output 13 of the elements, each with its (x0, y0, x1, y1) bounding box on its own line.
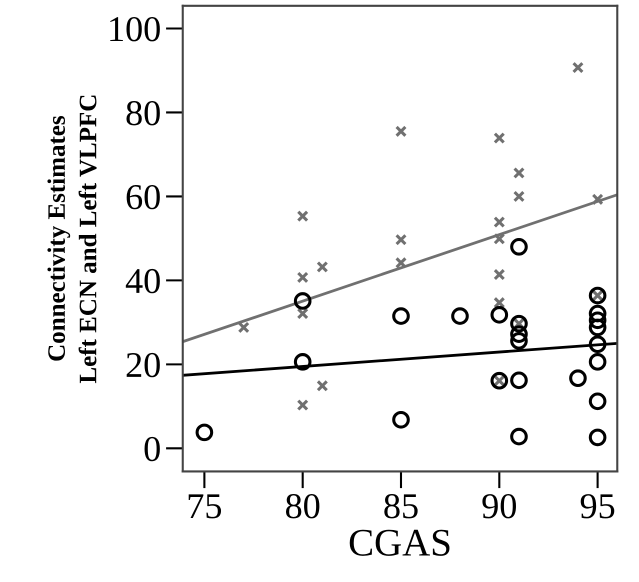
y-tick-label: 80 (126, 100, 160, 126)
y-tick-label: 20 (126, 352, 160, 378)
y-tick-label: 100 (110, 17, 160, 42)
y-axis-title: Connectivity Estimates Left ECN and Left VLPFC (47, 96, 97, 384)
y-tick-label: 0 (144, 436, 160, 462)
x-tick-label: 75 (188, 494, 222, 518)
y-tick-label: 40 (126, 268, 160, 294)
x-tick-label: 80 (286, 494, 320, 518)
x-tick-label: 90 (482, 494, 516, 518)
x-axis-title: CGAS (350, 530, 450, 556)
x-tick-label: 85 (384, 494, 418, 518)
x-tick-label: 95 (580, 494, 614, 518)
y-tick-label: 60 (126, 184, 160, 210)
